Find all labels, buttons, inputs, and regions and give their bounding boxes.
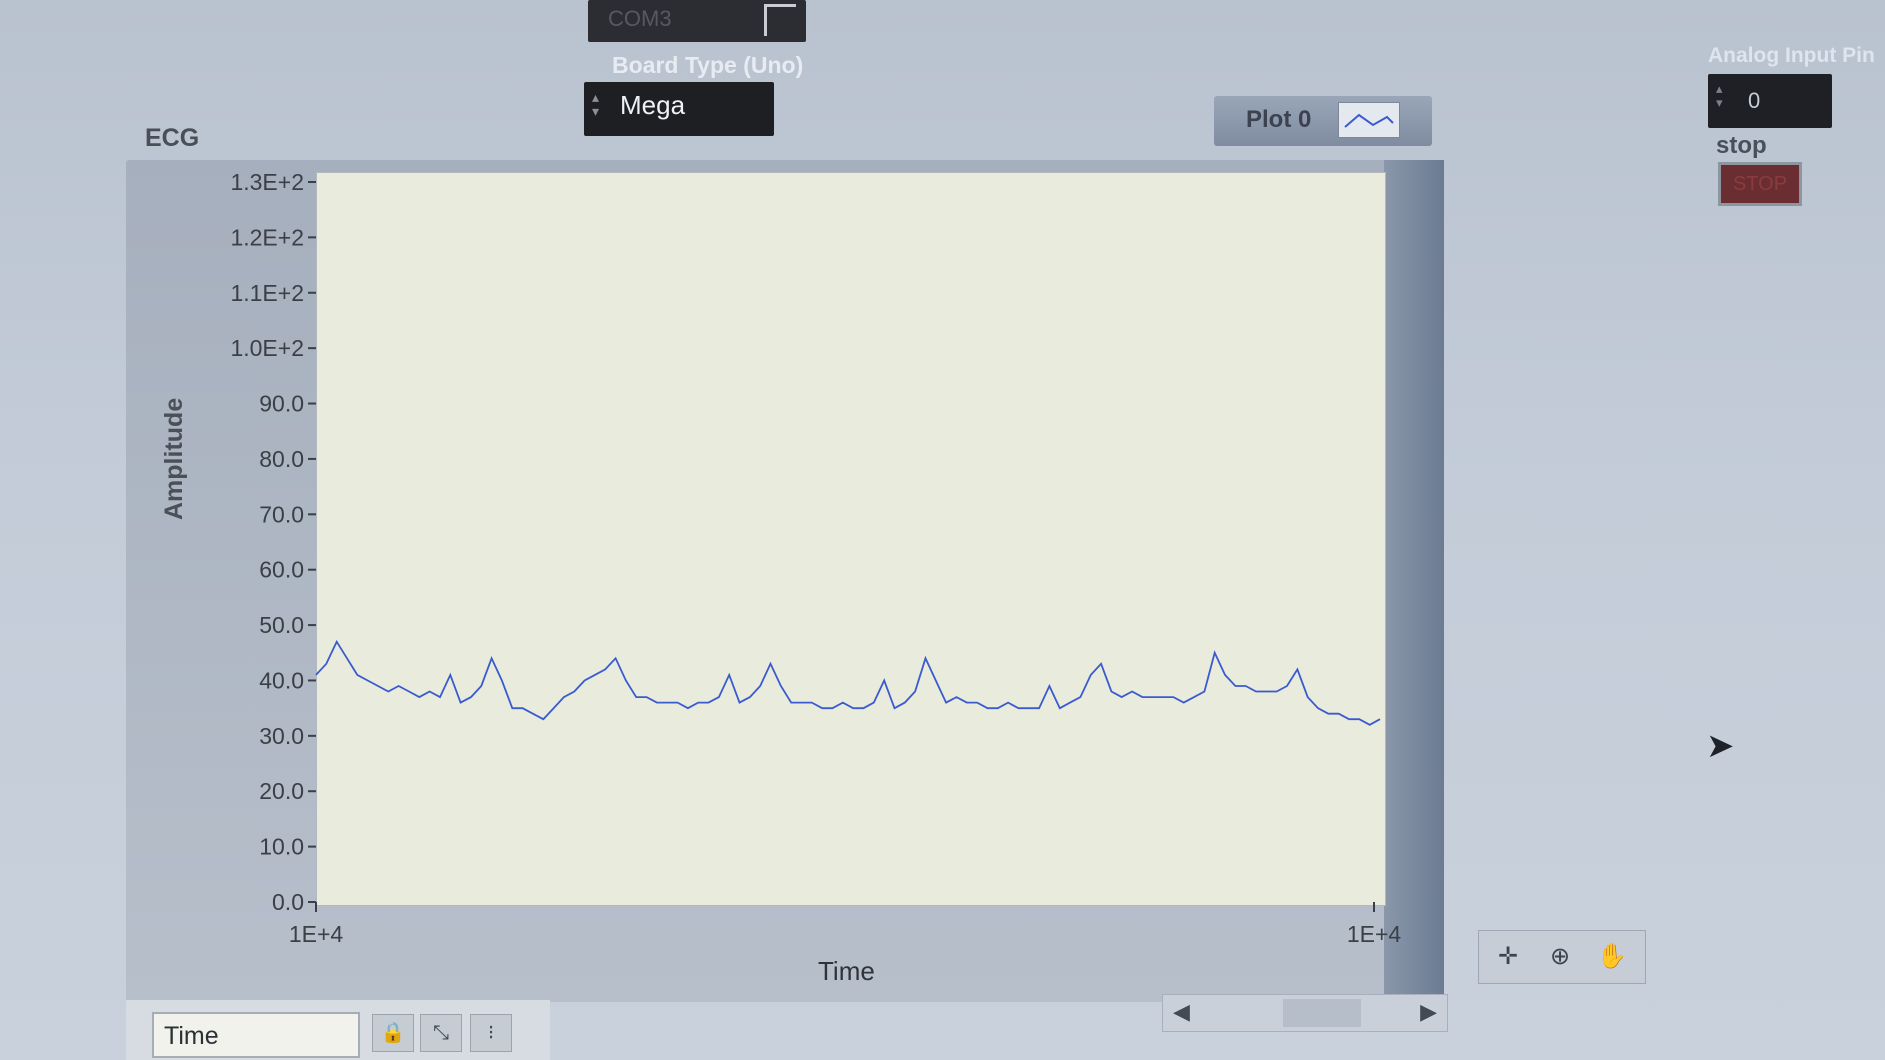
y-tick-label: 0.0 [272, 889, 304, 915]
y-tick-label: 90.0 [259, 391, 304, 417]
scroll-right-icon[interactable]: ▶ [1420, 999, 1437, 1024]
cursor-name-value: Time [164, 1022, 219, 1050]
y-axis-ticks: 0.0 10.0 20.0 30.0 40.0 50.0 60.0 70.0 80.0 90.0 1… [230, 169, 316, 915]
y-tick-label: 1.1E+2 [230, 280, 304, 306]
browse-button[interactable] [764, 4, 796, 36]
com-port-control[interactable]: COM3 [588, 0, 806, 42]
com-port-value: COM3 [608, 6, 672, 31]
y-tick-label: 1.3E+2 [230, 169, 304, 195]
stop-label: stop [1716, 132, 1767, 159]
board-type-label: Board Type (Uno) [612, 52, 804, 78]
cursor-name-field[interactable]: Time [152, 1012, 360, 1058]
crosshair-icon[interactable]: ✛ [1497, 943, 1519, 970]
scroll-left-icon[interactable]: ◀ [1173, 999, 1190, 1024]
legend-plot-name: Plot 0 [1246, 106, 1312, 133]
y-tick-label: 30.0 [259, 723, 304, 749]
stop-button-label: STOP [1732, 173, 1788, 195]
y-tick-label: 70.0 [259, 501, 304, 527]
y-tick-label: 40.0 [259, 667, 304, 693]
stop-button[interactable]: STOP [1718, 162, 1802, 206]
graph-frame-edge [1384, 160, 1444, 1002]
ecg-series-line [315, 639, 1381, 726]
plot-area[interactable] [316, 172, 1386, 906]
y-tick-label: 10.0 [259, 834, 304, 860]
x-tick-label: 1E+4 [289, 921, 344, 947]
horizontal-scrollbar[interactable]: ◀ ▶ [1162, 994, 1448, 1032]
plot-legend[interactable]: Plot 0 [1214, 96, 1432, 146]
graph-title: ECG [145, 124, 200, 152]
x-axis-ticks: 1E+4 1E+4 [289, 902, 1402, 947]
analog-input-label: Analog Input Pin [1708, 44, 1875, 67]
x-axis-label: Time [818, 956, 875, 986]
y-tick-label: 1.2E+2 [230, 224, 304, 250]
y-tick-label: 80.0 [259, 446, 304, 472]
legend-line-swatch-icon[interactable] [1338, 102, 1400, 138]
y-tick-label: 60.0 [259, 557, 304, 583]
y-tick-label: 20.0 [259, 778, 304, 804]
zoom-icon[interactable]: ⊕ [1549, 943, 1571, 970]
scroll-thumb[interactable] [1283, 999, 1361, 1027]
spin-arrows-icon[interactable]: ▴ ▾ [592, 89, 600, 119]
axis-format-icon[interactable]: ⤡ [420, 1014, 462, 1052]
y-tick-label: 1.0E+2 [230, 335, 304, 361]
board-type-select[interactable]: ▴ ▾ Mega [584, 82, 774, 136]
spin-arrows-icon[interactable]: ▴ ▾ [1716, 81, 1723, 110]
analog-input-value: 0 [1748, 88, 1761, 113]
y-axis-label: Amplitude [160, 397, 188, 520]
lock-icon[interactable]: 🔒 [372, 1014, 414, 1052]
y-tick-label: 50.0 [259, 612, 304, 638]
graph-palette: ✛ ⊕ ✋ [1478, 930, 1646, 984]
mouse-pointer-icon: ➤ [1706, 727, 1735, 765]
analog-input-control[interactable]: ▴ ▾ 0 [1708, 74, 1832, 128]
pan-hand-icon[interactable]: ✋ [1597, 943, 1627, 970]
x-tick-label: 1E+4 [1347, 921, 1402, 947]
precision-icon[interactable]: ⁝ [470, 1014, 512, 1052]
board-type-value: Mega [620, 90, 686, 120]
